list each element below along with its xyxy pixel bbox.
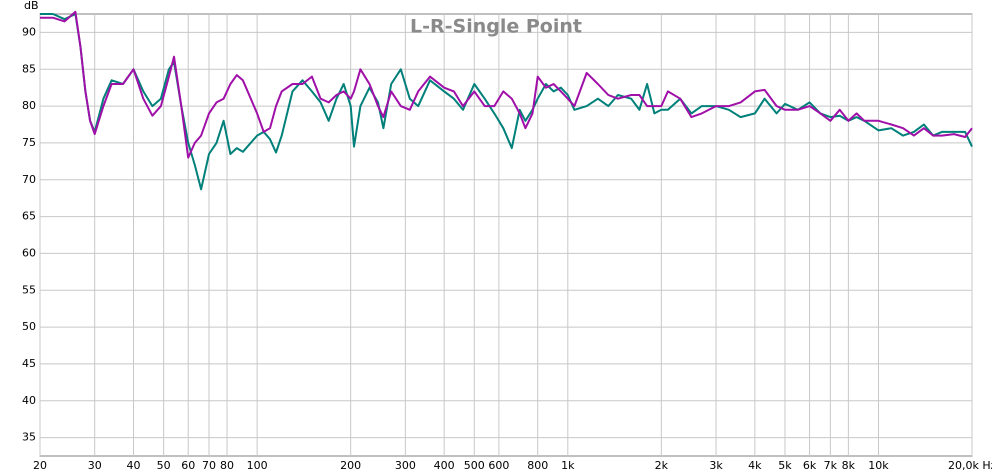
y-tick-label: 60: [22, 246, 36, 259]
y-tick-label: 50: [22, 320, 36, 333]
x-tick-label: 5k: [778, 459, 792, 472]
plot-area: [39, 13, 973, 457]
x-tick-label: 1k: [561, 459, 575, 472]
x-tick-label: 500: [464, 459, 485, 472]
x-tick-label: 6k: [803, 459, 817, 472]
series-line: [40, 10, 973, 159]
y-tick-label: 45: [22, 357, 36, 370]
x-tick-label: 100: [247, 459, 268, 472]
y-tick-label: 70: [22, 173, 36, 186]
x-tick-label: 40: [127, 459, 141, 472]
x-tick-label: 800: [527, 459, 548, 472]
y-tick-label: 35: [22, 431, 36, 444]
y-tick-label: 85: [22, 62, 36, 75]
x-tick-label: 200: [340, 459, 361, 472]
x-tick-label: 7k: [824, 459, 838, 472]
grid: [39, 14, 973, 456]
x-tick-label: 600: [488, 459, 509, 472]
y-tick-label: 65: [22, 210, 36, 223]
lines: [40, 10, 973, 191]
x-tick-label: 4k: [748, 459, 762, 472]
x-tick-label: 20,0k Hz: [948, 459, 992, 472]
x-tick-label: 50: [157, 459, 171, 472]
x-tick-label: 300: [395, 459, 416, 472]
x-tick-label: 2k: [655, 459, 669, 472]
x-tick-label: 8k: [842, 459, 856, 472]
x-tick-label: 80: [220, 459, 234, 472]
x-tick-label: 400: [434, 459, 455, 472]
x-tick-label: 10k: [868, 459, 889, 472]
y-tick-label: 80: [22, 99, 36, 112]
y-axis-label: dB: [24, 0, 39, 12]
y-tick-label: 55: [22, 283, 36, 296]
x-tick-label: 30: [88, 459, 102, 472]
x-tick-label: 70: [202, 459, 216, 472]
y-tick-label: 75: [22, 136, 36, 149]
x-tick-label: 60: [181, 459, 195, 472]
chart-title: L-R-Single Point: [410, 16, 582, 38]
y-tick-label: 90: [22, 25, 36, 38]
x-tick-label: 3k: [709, 459, 723, 472]
y-tick-label: 40: [22, 394, 36, 407]
x-tick-label: 20: [33, 459, 47, 472]
